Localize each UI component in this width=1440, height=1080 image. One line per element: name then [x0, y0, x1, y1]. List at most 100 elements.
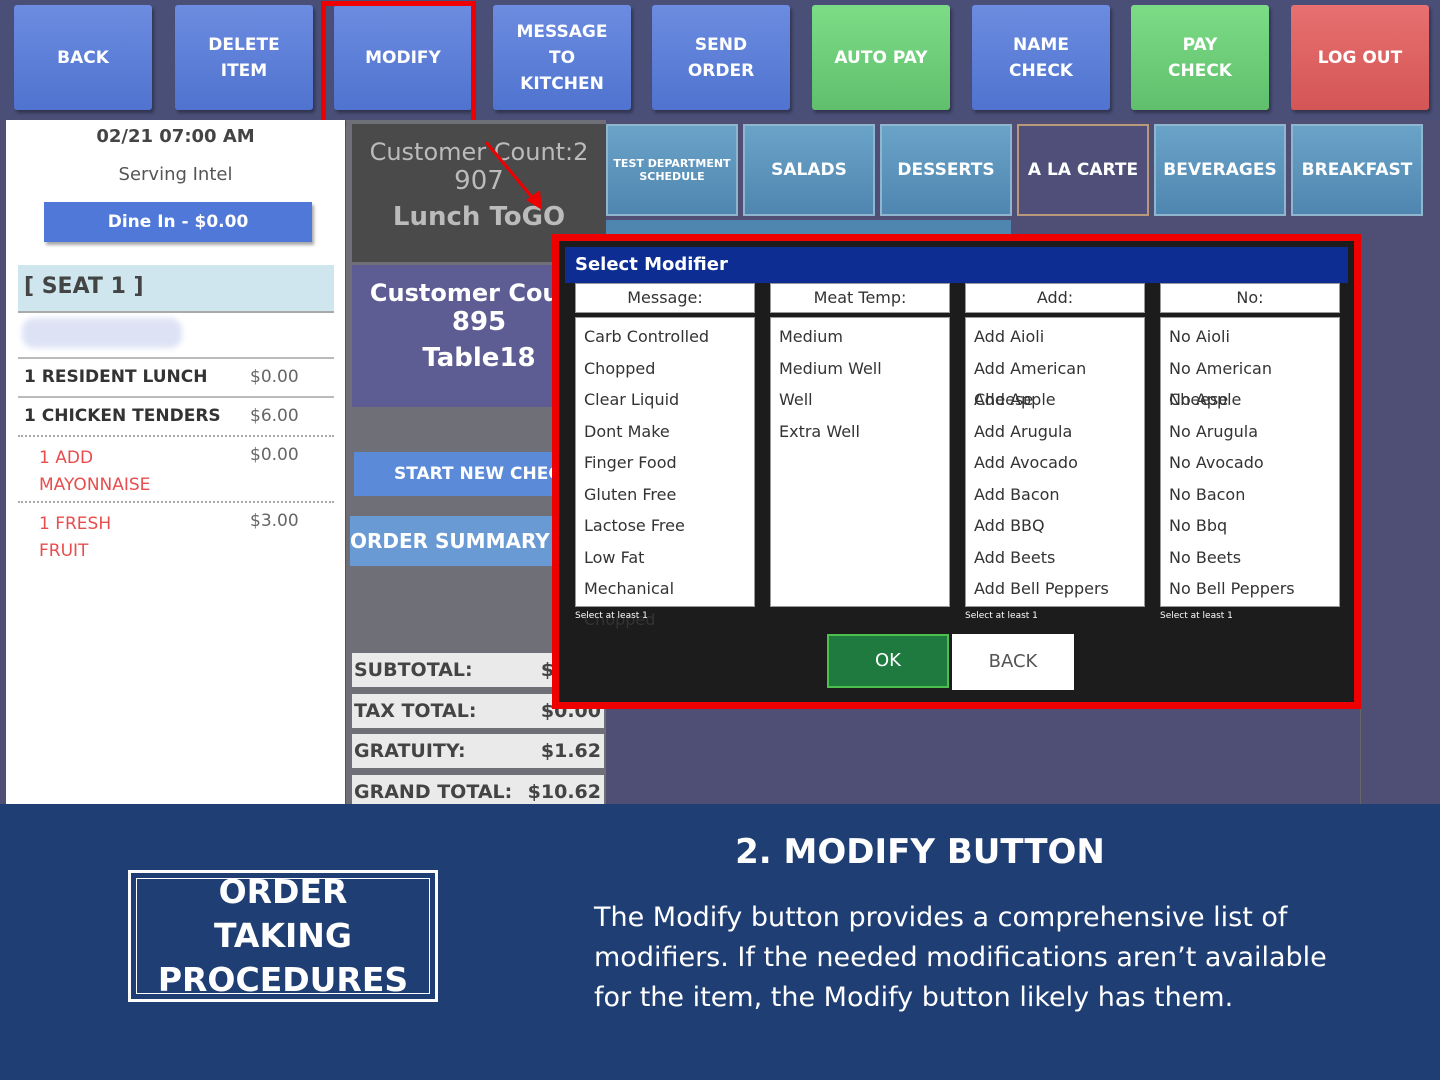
column-note: Select at least 1	[1160, 611, 1233, 621]
modifier-option[interactable]: No Bbq	[1169, 516, 1228, 535]
modifier-option[interactable]: No Bacon	[1169, 484, 1246, 504]
modify-highlight	[321, 1, 476, 127]
check-count: Customer Count	[369, 279, 589, 307]
modifier-option[interactable]: No Avocado	[1169, 453, 1264, 472]
category-row-2	[606, 220, 1011, 234]
item-price: $3.00	[250, 511, 299, 531]
modifier-option[interactable]: Add Arugula	[974, 421, 1073, 441]
column-list: Add Aioli Add American Cheese Add Apple Add…	[965, 317, 1145, 607]
category-button[interactable]: DESSERTS	[880, 124, 1012, 216]
item-price: $0.00	[250, 445, 299, 465]
modifier-option[interactable]: Gluten Free	[584, 484, 677, 504]
item-price: $0.00	[250, 367, 299, 387]
modifier-option[interactable]: Add Bacon	[974, 484, 1060, 504]
category-button[interactable]: BEVERAGES	[1154, 124, 1286, 216]
toolbar-button[interactable]: NAME CHECK	[972, 5, 1110, 110]
item-name: 1 ADD MAYONNAISE	[39, 448, 151, 495]
back-button[interactable]: BACK	[952, 634, 1074, 690]
toolbar-button[interactable]: SEND ORDER	[652, 5, 790, 110]
arrow	[484, 141, 542, 210]
modifier-option[interactable]: Add American Cheese	[974, 358, 1087, 409]
column-note: Select at least 1	[965, 611, 1038, 621]
column-note: Select at least 1	[575, 611, 648, 621]
toolbar-button[interactable]: AUTO PAY	[812, 5, 950, 110]
modifier-option[interactable]: Dont Make	[584, 421, 670, 441]
modifier-option[interactable]: Lactose Free	[584, 516, 685, 535]
item-price: $6.00	[250, 406, 299, 426]
toolbar-button[interactable]: DELETE ITEM	[175, 5, 313, 110]
modifier-option[interactable]: No Aioli	[1169, 327, 1230, 346]
modifier-option[interactable]: Add Apple	[974, 390, 1056, 409]
blurred-name	[22, 318, 182, 348]
total-label: GRAND TOTAL:	[354, 780, 513, 803]
modifier-option[interactable]: Well	[779, 390, 813, 409]
modifier-option[interactable]: Add Beets	[974, 547, 1056, 567]
item-name: 1 RESIDENT LUNCH	[24, 367, 208, 387]
total-value: $1.62	[540, 740, 601, 762]
modifier-option[interactable]: No Arugula	[1169, 421, 1259, 441]
column-list: Carb Controlled Chopped Clear Liquid Dont M…	[575, 317, 755, 629]
ok-button[interactable]: OK	[827, 634, 949, 688]
server: Serving Intel	[118, 164, 233, 185]
modifier-option[interactable]: Mechanical Chopped	[584, 579, 675, 629]
total-label: GRATUITY:	[354, 740, 466, 762]
column-header: Meat Temp:	[770, 283, 950, 313]
toolbar-button[interactable]: LOG OUT	[1291, 5, 1429, 110]
heading: 2. MODIFY BUTTON	[735, 832, 1105, 872]
item-name: 1 FRESH FRUIT	[39, 514, 112, 561]
check-number: 907	[454, 166, 504, 196]
modal-title: Select Modifier	[565, 247, 1348, 283]
modifier-option[interactable]: Add Bell Peppers	[974, 579, 1109, 598]
dine-in-button[interactable]: Dine In - $0.00	[44, 202, 312, 242]
check-number: 895	[451, 307, 507, 337]
toolbar-button[interactable]: BACK	[14, 5, 152, 110]
toolbar-button[interactable]: PAY CHECK	[1131, 5, 1269, 110]
modifier-option[interactable]: Add Aioli	[974, 327, 1045, 346]
total-label: TAX TOTAL:	[354, 699, 477, 722]
modal: Select Modifier Message: Carb Controlled C…	[552, 234, 1361, 709]
total-row: GRATUITY: $1.62	[352, 734, 604, 768]
modifier-option[interactable]: Low Fat	[584, 547, 645, 567]
modifier-column: No: No Aioli No American Cheese No Apple No …	[1160, 283, 1340, 621]
seat[interactable]: [ SEAT 1 ]	[18, 265, 334, 313]
column-header: No:	[1160, 283, 1340, 313]
column-header: Add:	[965, 283, 1145, 313]
datetime: 02/21 07:00 AM	[96, 126, 255, 147]
category-button[interactable]: SALADS	[743, 124, 875, 216]
modifier-column: Message: Carb Controlled Chopped Clear Liqu…	[575, 283, 755, 629]
total-row: GRAND TOTAL: $10.62	[352, 774, 604, 809]
order-item[interactable]: 1 CHICKEN TENDERS $6.00	[18, 396, 334, 434]
modifier-column: Meat Temp: Medium Medium Well Well Extra Wel…	[770, 283, 950, 607]
footer: ORDER TAKING PROCEDURES 2. MODIFY BUTTON…	[0, 804, 1440, 1080]
modifier-option[interactable]: No Beets	[1169, 547, 1242, 567]
modifier-option[interactable]: Clear Liquid	[584, 390, 680, 409]
modifier-option[interactable]: No American Cheese	[1169, 358, 1272, 409]
modifier-option[interactable]: Medium Well	[779, 358, 882, 378]
order-item[interactable]: 1 FRESH FRUIT $3.00	[18, 501, 334, 573]
category-button[interactable]: BREAKFAST	[1291, 124, 1423, 216]
category-button[interactable]: A LA CARTE	[1017, 124, 1149, 216]
order-item[interactable]: 1 ADD MAYONNAISE $0.00	[18, 435, 334, 507]
toolbar-button[interactable]: MODIFY	[334, 5, 472, 110]
modifier-option[interactable]: No Bell Peppers	[1169, 579, 1295, 598]
order-panel: 02/21 07:00 AM Serving Intel Dine In - $…	[6, 120, 345, 804]
modifier-option[interactable]: Finger Food	[584, 453, 677, 472]
modifier-option[interactable]: Chopped	[584, 358, 656, 378]
modifier-option[interactable]: Medium	[779, 327, 843, 346]
modifier-option[interactable]: Add Avocado	[974, 453, 1078, 472]
badge: ORDER TAKING PROCEDURES	[128, 870, 438, 1002]
category-button[interactable]: TEST DEPARTMENT SCHEDULE	[606, 124, 738, 216]
modifier-option[interactable]: Add BBQ	[974, 516, 1045, 535]
check-name: Lunch ToGO	[392, 202, 566, 232]
modifier-option[interactable]: No Apple	[1169, 390, 1242, 409]
column-header: Message:	[575, 283, 755, 313]
check-count: Customer Count:2	[369, 138, 589, 166]
column-list: Medium Medium Well Well Extra Well	[770, 317, 950, 607]
modifier-option[interactable]: Carb Controlled	[584, 327, 710, 346]
toolbar-button[interactable]: MESSAGE TO KITCHEN	[493, 5, 631, 110]
modifier-option[interactable]: Extra Well	[779, 421, 860, 441]
item-name: 1 CHICKEN TENDERS	[24, 406, 221, 426]
order-item[interactable]: 1 RESIDENT LUNCH $0.00	[18, 357, 334, 395]
modifier-column: Add: Add Aioli Add American Cheese Add Appl…	[965, 283, 1145, 621]
